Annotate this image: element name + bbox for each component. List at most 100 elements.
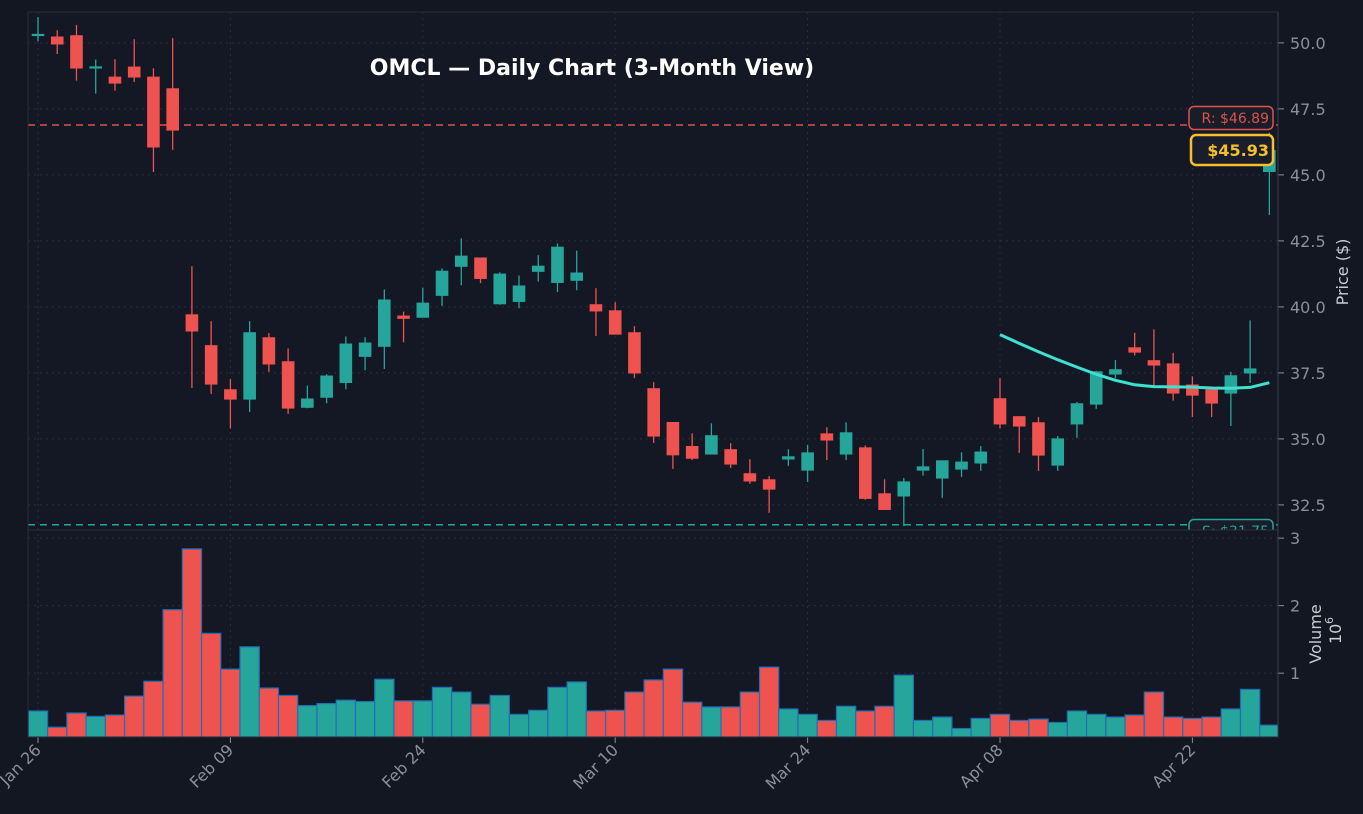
- price-tick-label: 50.0: [1290, 34, 1326, 53]
- candle-body: [224, 389, 237, 400]
- volume-unit-base: 10: [1326, 624, 1345, 644]
- resistance-label-box: [1188, 105, 1274, 131]
- volume-bar: [104, 714, 126, 737]
- candle-body: [551, 246, 564, 283]
- support-label: S: $31.75: [1188, 518, 1274, 530]
- volume-bar: [1105, 716, 1126, 737]
- candle-body: [339, 343, 353, 383]
- candle-body: [839, 432, 853, 455]
- candle-body: [185, 314, 199, 332]
- volume-bar: [393, 700, 414, 737]
- volume-tick-label: 3: [1290, 529, 1300, 548]
- candle-body: [243, 332, 256, 400]
- volume-bar: [297, 704, 318, 737]
- candle-body: [993, 398, 1007, 425]
- volume-bar: [585, 710, 607, 737]
- candle-body: [1051, 438, 1065, 466]
- candle-body: [1012, 416, 1026, 427]
- volume-bar: [316, 702, 337, 737]
- volume-tick-label: 1: [1290, 664, 1300, 683]
- volume-bar: [200, 632, 222, 737]
- volume-bar: [604, 709, 626, 737]
- resistance-label-text: R: $46.89: [1202, 111, 1269, 127]
- candle-body: [955, 461, 968, 470]
- chart-title: OMCL — Daily Chart (3-Month View): [370, 56, 814, 81]
- volume-bar: [778, 708, 799, 737]
- price-tick-label: 45.0: [1290, 166, 1326, 185]
- candle-body: [608, 310, 622, 335]
- volume-bar: [258, 687, 280, 737]
- candle-body: [589, 304, 603, 312]
- candle-body: [1186, 384, 1199, 396]
- price-tick-label: 40.0: [1290, 298, 1326, 317]
- volume-bar: [874, 705, 895, 737]
- candle-body: [1205, 389, 1218, 404]
- volume-bar: [1009, 719, 1030, 737]
- current-price-label-text: $45.93: [1207, 141, 1269, 160]
- candle-body: [1070, 403, 1084, 425]
- price-panel: [28, 12, 1278, 530]
- candle-body: [358, 342, 372, 357]
- volume-bar: [720, 706, 741, 737]
- price-tick-label: 47.5: [1290, 100, 1326, 119]
- candle-body: [512, 285, 526, 302]
- candle-body: [262, 337, 276, 365]
- candle-body: [70, 35, 83, 69]
- volume-bar: [354, 700, 376, 737]
- candle-body: [301, 398, 314, 408]
- volume-bar: [1239, 688, 1261, 737]
- volume-bar: [951, 727, 972, 737]
- candle-body: [782, 456, 795, 460]
- volume-bar: [470, 703, 491, 737]
- candle-body: [974, 451, 988, 464]
- volume-bar: [47, 726, 68, 737]
- resistance-label: R: $46.89: [1188, 105, 1274, 131]
- volume-bar: [277, 694, 299, 737]
- volume-bar: [374, 678, 395, 737]
- x-tick-label: Jan 26: [0, 740, 45, 790]
- volume-bar: [624, 691, 645, 737]
- x-tick-label: Feb 09: [186, 740, 237, 791]
- volume-bar: [528, 709, 549, 737]
- volume-bar: [547, 686, 568, 737]
- volume-bar: [85, 715, 106, 737]
- volume-bar: [66, 712, 87, 737]
- volume-unit-exponent: 6: [1323, 617, 1336, 624]
- candle-body: [320, 375, 333, 398]
- candle-body: [762, 479, 776, 490]
- candle-body: [89, 66, 103, 69]
- candle-body: [743, 473, 757, 482]
- candle-body: [416, 302, 430, 318]
- volume-bars: [28, 548, 1278, 737]
- volume-bar: [1028, 718, 1049, 737]
- volume-bar: [797, 713, 818, 737]
- current-price-label-box: [1189, 133, 1275, 167]
- volume-bar: [643, 679, 664, 737]
- candle-body: [1089, 371, 1103, 405]
- candle-body: [878, 493, 891, 510]
- volume-bar: [1220, 708, 1242, 737]
- candle-body: [628, 332, 641, 374]
- support-label-box: [1188, 518, 1274, 530]
- candle-body: [1109, 369, 1122, 375]
- support-resistance-lines: [28, 124, 1278, 526]
- candle-body: [493, 273, 507, 305]
- candle-body: [916, 466, 930, 471]
- candle-body: [435, 270, 449, 296]
- volume-bar: [989, 713, 1011, 737]
- volume-bar: [451, 691, 472, 737]
- volume-bar: [1201, 716, 1222, 737]
- volume-bar: [28, 710, 49, 737]
- price-tick-label: 32.5: [1290, 496, 1326, 515]
- volume-bar: [220, 668, 241, 737]
- x-tick-label: Mar 24: [762, 740, 815, 793]
- candle-body: [570, 272, 584, 281]
- volume-bar: [1124, 714, 1145, 737]
- price-axis-label: Price ($): [1333, 239, 1352, 306]
- volume-tick-label: 2: [1290, 597, 1300, 616]
- volume-bar: [893, 674, 915, 737]
- price-tick-label: 42.5: [1290, 232, 1326, 251]
- candle-body: [31, 33, 45, 37]
- volume-bar: [835, 705, 857, 737]
